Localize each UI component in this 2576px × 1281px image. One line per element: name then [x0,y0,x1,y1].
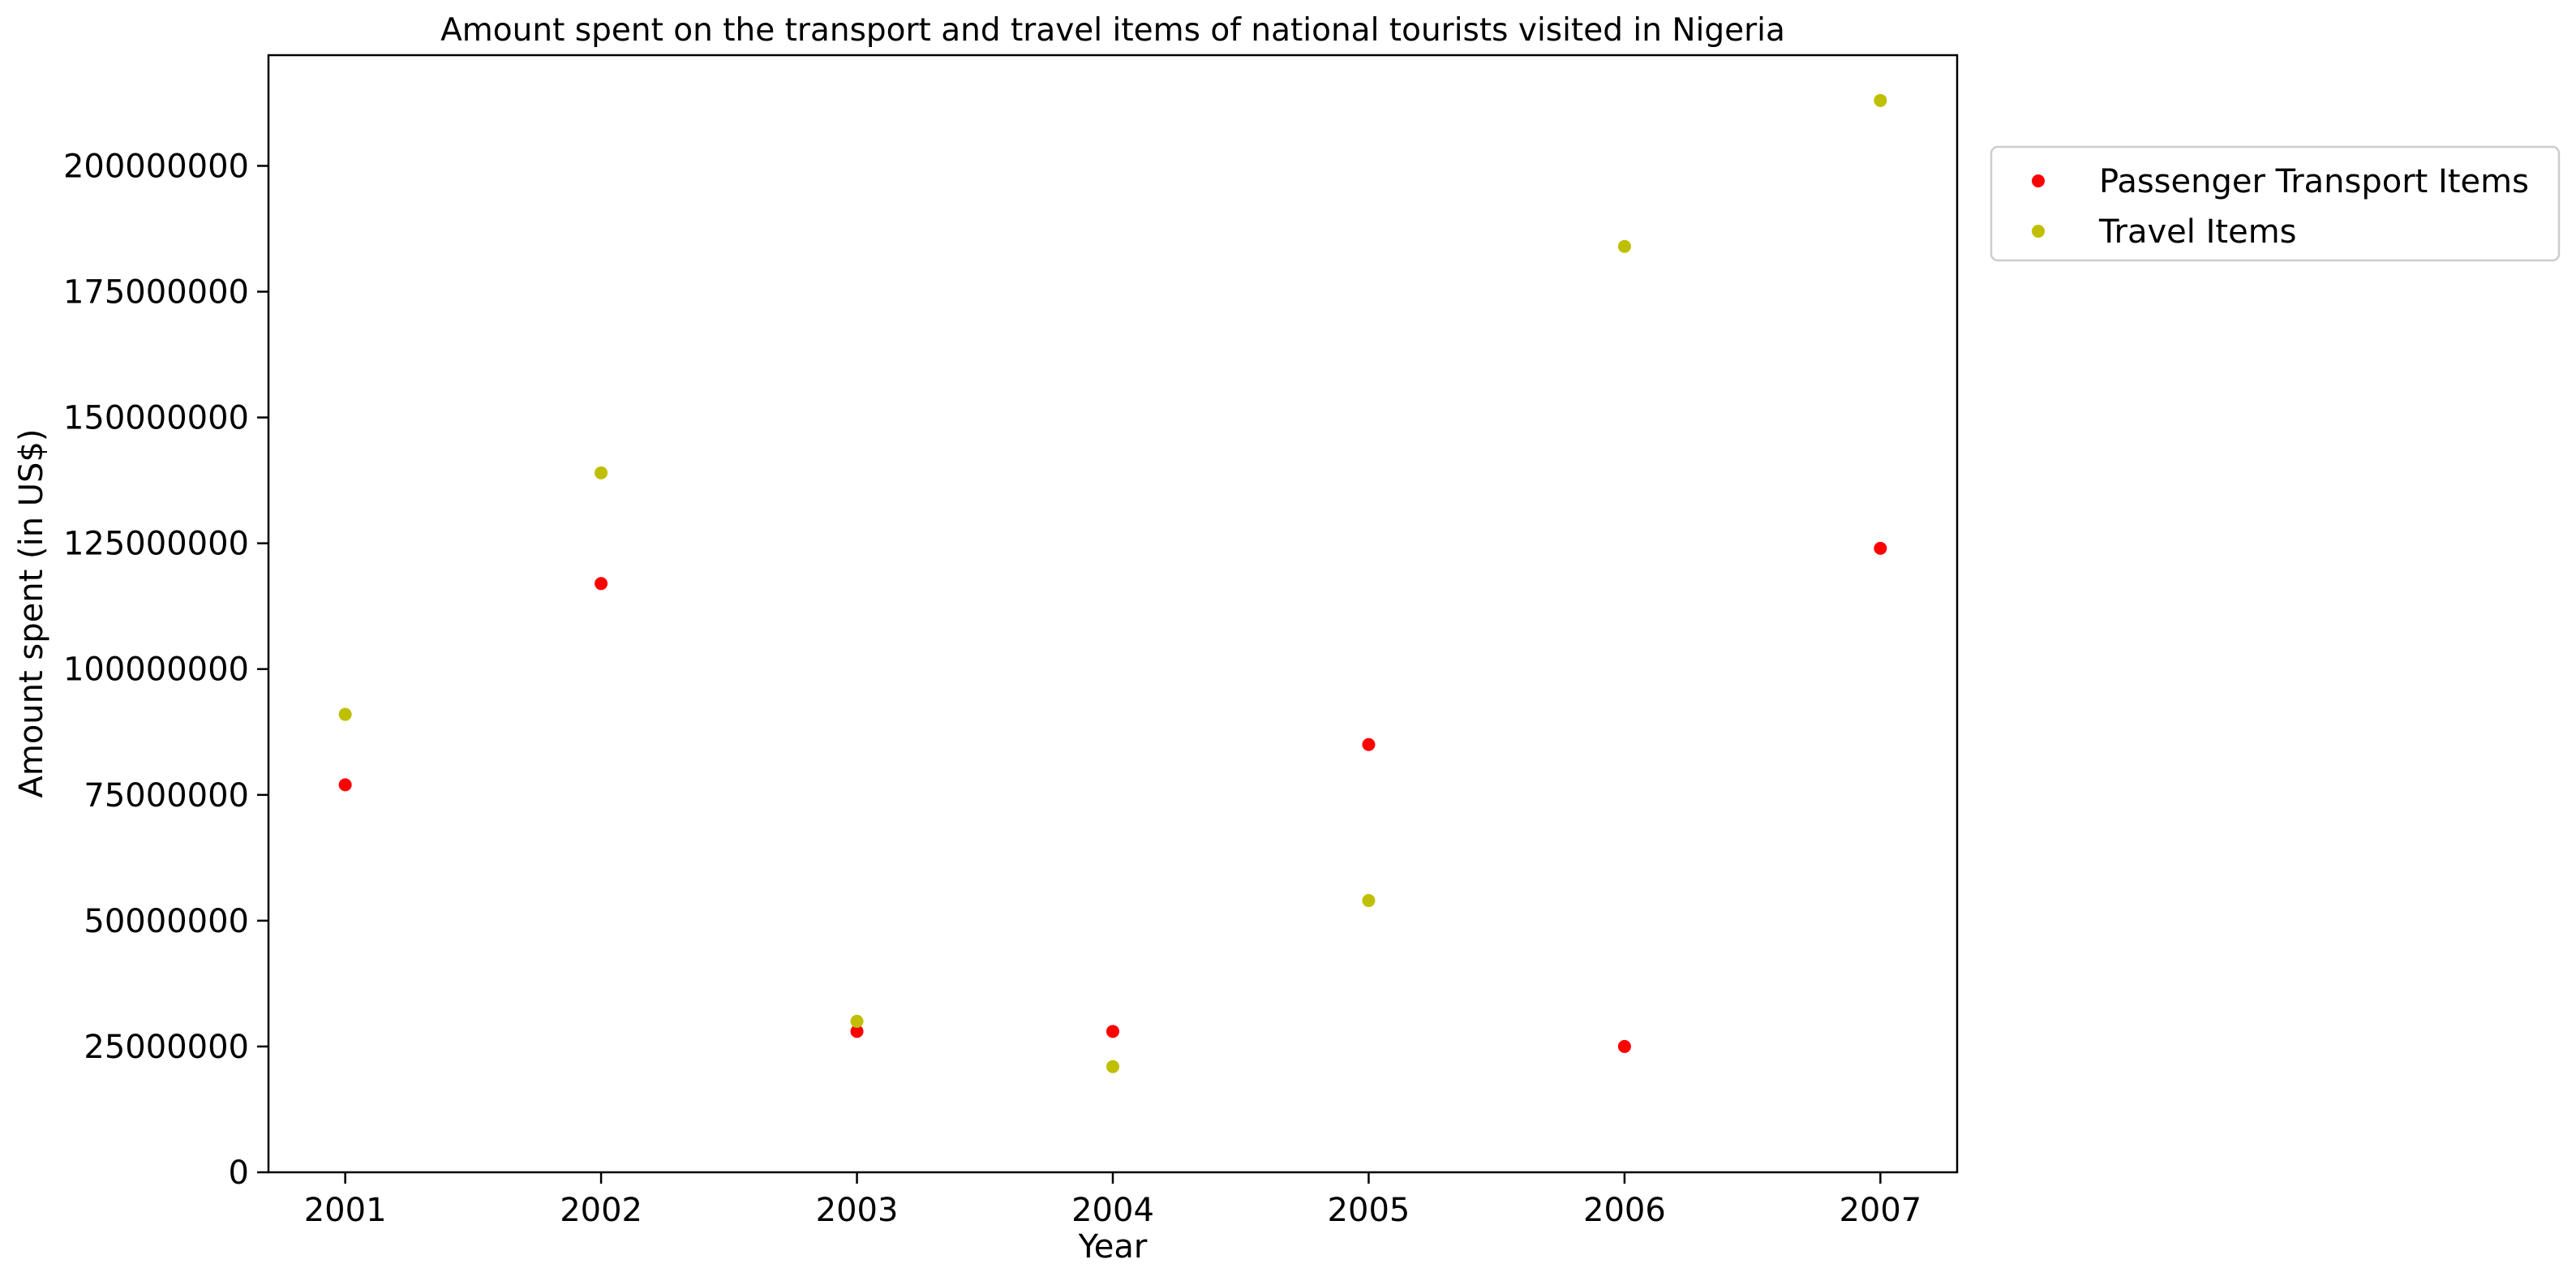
legend-box [1990,145,2561,262]
y-tick-label: 50000000 [84,903,249,940]
y-tick-label: 150000000 [63,400,249,437]
x-axis-label: Year [1078,1228,1148,1266]
legend-marker [2032,225,2045,238]
legend-marker [2032,174,2045,187]
data-point-travel-items [1874,93,1887,107]
data-point-passenger-transport [850,1025,864,1038]
y-tick-label: 125000000 [63,526,249,563]
y-tick-label: 25000000 [84,1029,249,1066]
data-point-passenger-transport [1362,737,1376,751]
data-point-passenger-transport [1106,1025,1119,1038]
y-tick-label: 100000000 [63,651,249,689]
y-tick-label: 75000000 [84,777,249,815]
x-tick-label: 2005 [1328,1192,1410,1229]
y-tick-label: 200000000 [63,148,249,185]
x-tick-label: 2006 [1583,1192,1666,1229]
data-points [338,93,1887,1073]
y-axis: 0 25000000 50000000 75000000 100000000 125000… [63,148,268,1192]
data-point-passenger-transport [1874,541,1887,555]
y-tick-label: 175000000 [63,274,249,312]
x-tick-label: 2001 [304,1192,387,1229]
y-axis-label: Amount spent (in US$) [13,429,50,798]
x-axis: 2001 2002 2003 2004 2005 2006 2007 [304,1172,1921,1229]
y-tick-label: 0 [229,1154,249,1192]
legend-label: Passenger Transport Items [2099,163,2529,200]
legend-label: Travel Items [2098,213,2297,251]
data-point-travel-items [595,466,608,479]
x-tick-label: 2002 [560,1192,642,1229]
data-point-travel-items [1362,894,1376,908]
data-point-passenger-transport [595,577,608,591]
chart-title: Amount spent on the transport and travel… [440,12,1785,49]
x-tick-label: 2003 [816,1192,899,1229]
data-point-passenger-transport [338,778,352,792]
x-tick-label: 2004 [1071,1192,1154,1229]
data-point-travel-items [1617,239,1631,253]
x-tick-label: 2007 [1839,1192,1921,1229]
data-point-travel-items [1106,1060,1119,1073]
data-point-travel-items [850,1014,864,1028]
legend: Passenger Transport Items Travel Items [1990,145,2561,262]
data-point-passenger-transport [1617,1039,1631,1053]
data-point-travel-items [338,707,352,721]
plot-frame [267,54,1959,1174]
